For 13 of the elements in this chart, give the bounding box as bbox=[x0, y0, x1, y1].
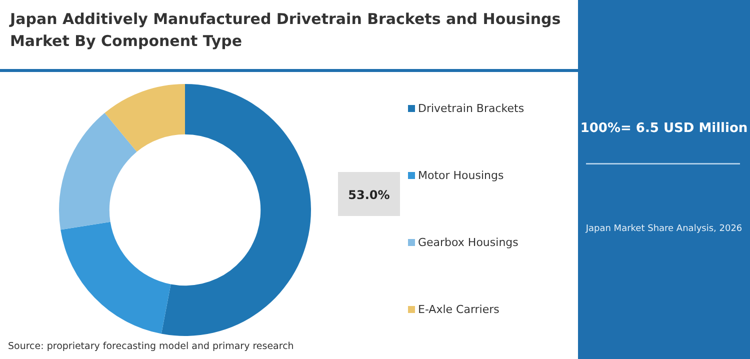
donut-slice bbox=[60, 222, 171, 334]
source-note: Source: proprietary forecasting model and primary research bbox=[8, 341, 294, 352]
text: Japan Market Share Analysis, 2026 bbox=[584, 224, 742, 234]
legend-label: Motor Housings bbox=[418, 169, 504, 182]
legend-label: Gearbox Housings bbox=[418, 236, 519, 249]
legend-label: Drivetrain Brackets bbox=[418, 102, 524, 115]
data-label: 53.0% bbox=[348, 188, 390, 202]
text: 100%= 6.5 USD Million bbox=[580, 121, 748, 136]
donut-slice bbox=[59, 112, 137, 230]
legend-label: E-Axle Carriers bbox=[418, 303, 500, 316]
donut-slice bbox=[161, 84, 311, 336]
donut-slice bbox=[104, 84, 185, 152]
chart-title: Japan Additively Manufactured Drivetrain Brackets and Housings Market By Component Type bbox=[9, 10, 561, 50]
